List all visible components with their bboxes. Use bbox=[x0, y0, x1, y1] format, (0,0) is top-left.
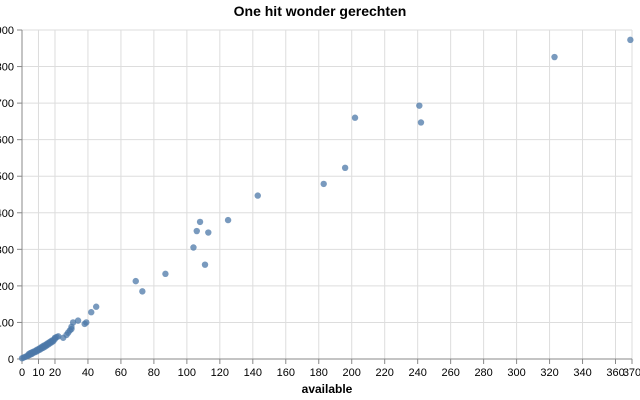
data-point bbox=[69, 319, 77, 326]
data-point bbox=[551, 53, 558, 61]
data-point bbox=[320, 180, 327, 188]
x-tick-label: 240 bbox=[408, 367, 426, 379]
x-tick-label: 220 bbox=[376, 367, 394, 379]
y-tick-label: 600 bbox=[0, 135, 14, 147]
x-axis-ticks: 0 10 20 40 60 80 100 120 140 160 180 200 220 240 260 28… bbox=[19, 359, 640, 379]
data-point bbox=[132, 277, 139, 285]
data-points bbox=[18, 36, 634, 362]
x-tick-label: 140 bbox=[244, 367, 262, 379]
data-point bbox=[190, 244, 197, 251]
axes bbox=[21, 30, 632, 360]
x-tick-label: 280 bbox=[474, 367, 492, 379]
x-tick-label: 40 bbox=[82, 367, 94, 379]
data-point bbox=[341, 164, 349, 172]
y-tick-label: 200 bbox=[0, 281, 14, 293]
x-tick-label: 360 bbox=[606, 367, 624, 379]
x-tick-label: 340 bbox=[573, 367, 591, 379]
x-tick-label: 300 bbox=[507, 367, 525, 379]
data-point bbox=[83, 319, 90, 326]
chart-title: One hit wonder gerechten bbox=[233, 3, 407, 19]
x-tick-label: 20 bbox=[49, 367, 61, 379]
data-point bbox=[416, 102, 423, 109]
x-tick-label: 100 bbox=[178, 367, 196, 379]
y-tick-label: 0 bbox=[8, 354, 14, 366]
y-tick-label: 800 bbox=[0, 62, 14, 74]
data-point bbox=[162, 270, 169, 278]
data-point bbox=[88, 309, 95, 316]
data-point bbox=[417, 119, 425, 126]
data-point bbox=[74, 317, 82, 324]
x-tick-label: 80 bbox=[148, 367, 160, 379]
x-tick-label: 60 bbox=[115, 367, 127, 379]
data-point bbox=[201, 261, 209, 268]
y-tick-label: 100 bbox=[0, 317, 14, 329]
y-tick-label: 400 bbox=[0, 208, 14, 220]
data-point bbox=[351, 114, 359, 121]
x-axis-title: available bbox=[302, 382, 353, 396]
data-point bbox=[627, 36, 634, 44]
data-point bbox=[254, 192, 261, 199]
gridlines bbox=[21, 29, 633, 360]
data-point bbox=[193, 227, 200, 235]
y-tick-label: 900 bbox=[0, 25, 14, 37]
data-point bbox=[92, 303, 100, 310]
y-axis-ticks: 0 100 200 300 400 500 600 700 800 900 bbox=[0, 25, 22, 366]
data-point bbox=[55, 333, 62, 340]
y-tick-label: 500 bbox=[0, 171, 14, 183]
x-tick-label: 200 bbox=[343, 367, 361, 379]
x-tick-label: 10 bbox=[32, 367, 44, 379]
data-point bbox=[196, 218, 204, 226]
data-point bbox=[224, 216, 232, 224]
y-tick-label: 300 bbox=[0, 244, 14, 256]
x-tick-label: 120 bbox=[211, 367, 229, 379]
x-tick-label: 0 bbox=[19, 367, 25, 379]
x-tick-label: 320 bbox=[540, 367, 558, 379]
data-point bbox=[139, 288, 146, 295]
y-tick-label: 700 bbox=[0, 98, 14, 110]
data-point bbox=[205, 229, 212, 236]
x-tick-label: 370 bbox=[623, 367, 640, 379]
x-tick-label: 160 bbox=[277, 367, 295, 379]
x-tick-label: 180 bbox=[310, 367, 328, 379]
x-tick-label: 260 bbox=[441, 367, 459, 379]
